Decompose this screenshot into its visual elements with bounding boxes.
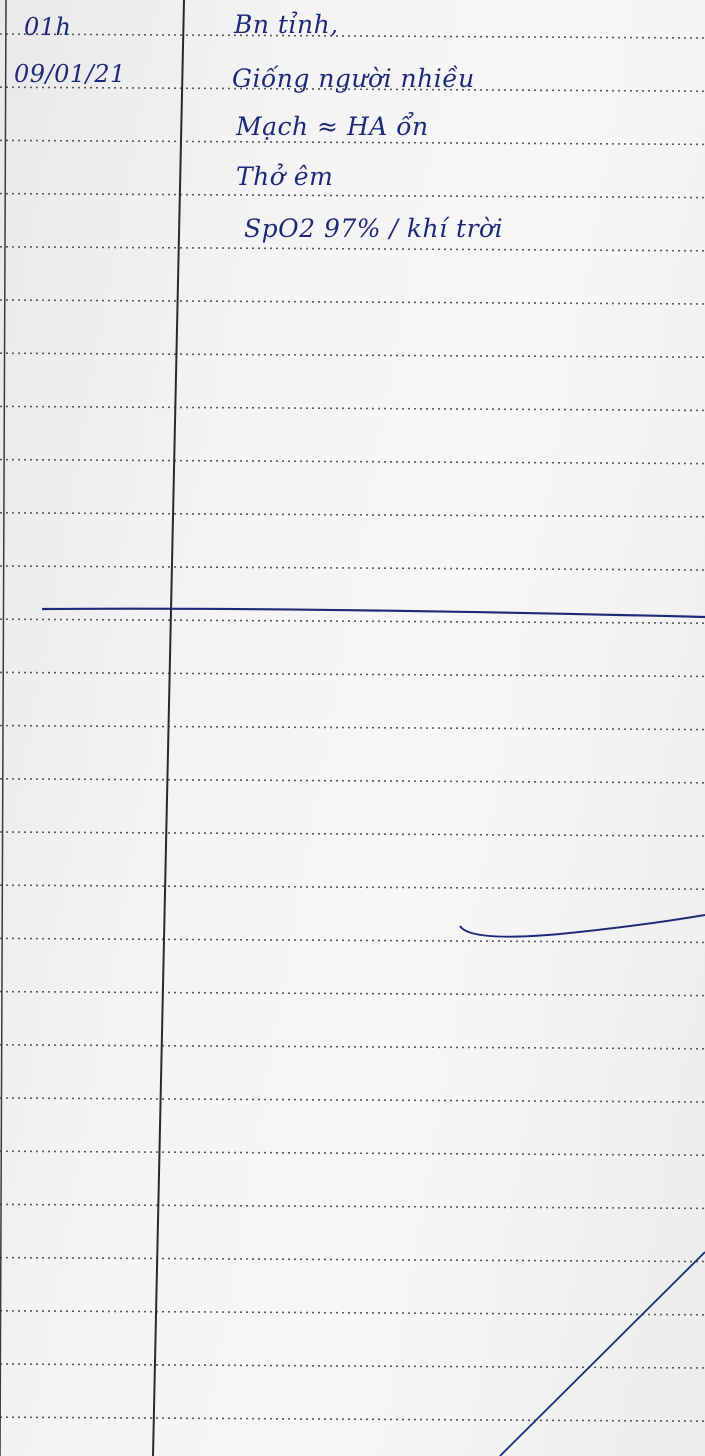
rule-line xyxy=(0,1310,705,1316)
rule-line xyxy=(0,192,705,199)
rule-line xyxy=(0,1256,705,1263)
entry-date: 09/01/21 xyxy=(14,60,126,88)
entry-time: 01h xyxy=(24,13,72,41)
rule-line xyxy=(0,618,705,624)
rule-line xyxy=(0,990,705,997)
rule-line xyxy=(0,724,705,731)
rule-line xyxy=(0,1044,705,1050)
rule-line xyxy=(0,1203,705,1210)
rule-line xyxy=(0,246,705,252)
rule-line xyxy=(0,33,705,39)
entry-line-5: SpO2 97% / khí trời xyxy=(244,214,504,243)
closing-curve-stroke xyxy=(459,914,705,938)
rule-line xyxy=(0,352,705,358)
rule-line xyxy=(0,1150,705,1156)
diagonal-cross-stroke xyxy=(499,1251,705,1456)
margin-line xyxy=(152,0,185,1456)
left-edge-line xyxy=(0,0,7,1456)
rule-line xyxy=(0,831,705,837)
rule-line xyxy=(0,1416,705,1422)
rule-line xyxy=(0,1363,705,1369)
rule-line xyxy=(0,405,705,412)
rule-line xyxy=(0,884,705,890)
rule-line xyxy=(0,458,705,465)
entry-separator-stroke xyxy=(41,607,705,619)
rule-line xyxy=(0,937,705,944)
rule-line xyxy=(0,565,705,571)
rule-line xyxy=(0,671,705,678)
rule-line xyxy=(0,139,705,146)
entry-line-3: Mạch ≈ HA ổn xyxy=(236,112,429,141)
rule-line xyxy=(0,1097,705,1103)
entry-line-2: Giống người nhiều xyxy=(232,64,475,93)
entry-line-1: Bn tỉnh, xyxy=(234,10,339,39)
rule-line xyxy=(0,299,705,305)
rule-line xyxy=(0,512,705,518)
rule-line xyxy=(0,778,705,784)
entry-line-4: Thở êm xyxy=(236,162,334,191)
